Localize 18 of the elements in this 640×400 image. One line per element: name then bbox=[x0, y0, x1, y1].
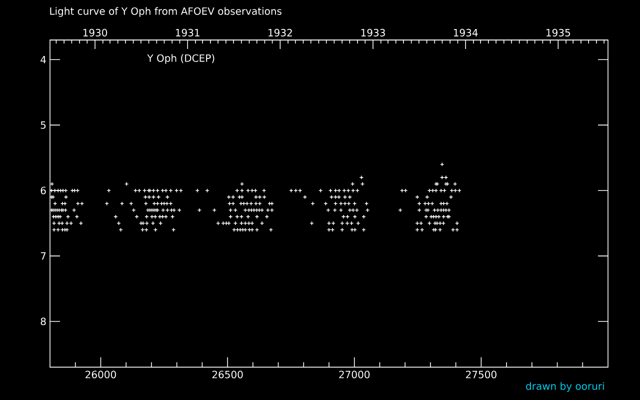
y-tick-label: 5 bbox=[40, 121, 46, 129]
y-tick-label: 4 bbox=[40, 56, 46, 64]
x2-tick-label: 1935 bbox=[546, 28, 570, 36]
text: drawn by ooruri bbox=[526, 382, 604, 392]
x2-tick-label: 1933 bbox=[361, 28, 385, 36]
annotation: Y Oph (DCEP) bbox=[147, 54, 214, 64]
y-tick-label: 6 bbox=[40, 186, 46, 194]
x2-tick-label: 1931 bbox=[176, 28, 200, 36]
x-tick-label: 27500 bbox=[466, 370, 496, 378]
x-tick-label: 26000 bbox=[86, 370, 116, 378]
x-tick-label: 26500 bbox=[212, 370, 243, 378]
x2-tick-label: 1930 bbox=[83, 28, 108, 36]
x2-tick-label: 1932 bbox=[268, 28, 292, 36]
y-tick-label: 7 bbox=[40, 252, 46, 260]
x-tick-label: 27000 bbox=[339, 370, 370, 378]
x2-tick-label: 1934 bbox=[454, 28, 478, 36]
chart-title: Light curve of Y Oph from AFOEV observations bbox=[50, 7, 282, 17]
y-tick-label: 8 bbox=[40, 318, 46, 326]
